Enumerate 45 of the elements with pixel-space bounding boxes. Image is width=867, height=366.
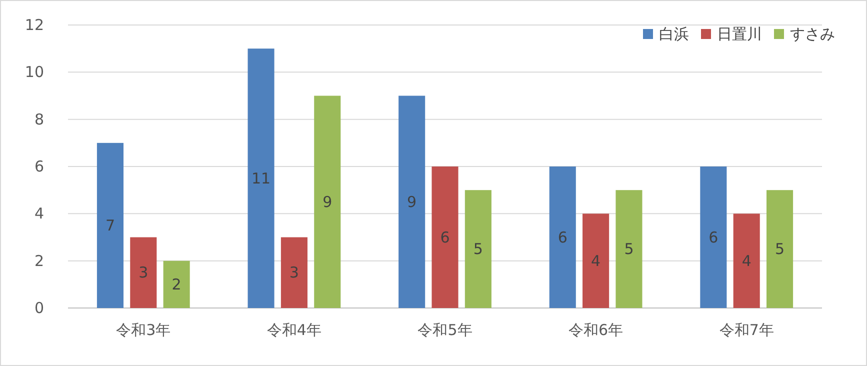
y-tick-label: 10 <box>24 63 44 82</box>
y-tick-label: 2 <box>34 252 44 270</box>
data-label: 4 <box>742 252 752 270</box>
y-tick-label: 6 <box>34 158 44 176</box>
data-label: 9 <box>322 192 332 211</box>
bar <box>280 237 308 308</box>
bar <box>700 166 727 308</box>
data-label: 6 <box>558 228 568 246</box>
bar <box>616 190 642 308</box>
legend-label: すさみ <box>790 25 835 43</box>
data-label: 4 <box>591 252 601 270</box>
y-tick-label: 0 <box>34 299 44 317</box>
x-tick-label: 令和4年 <box>266 321 322 339</box>
bar <box>464 190 492 308</box>
y-tick-label: 12 <box>24 16 44 34</box>
bar <box>766 190 794 308</box>
x-tick-label: 令和3年 <box>116 321 171 339</box>
bar <box>582 214 610 308</box>
legend-label: 白浜 <box>659 25 689 43</box>
bar <box>314 96 341 308</box>
bar <box>733 214 760 308</box>
legend-label: 日置川 <box>717 25 762 43</box>
data-label: 2 <box>172 275 182 294</box>
bar <box>432 166 458 308</box>
data-label: 3 <box>289 264 299 282</box>
bar <box>130 237 157 308</box>
data-label: 9 <box>407 192 417 211</box>
data-label: 7 <box>105 216 115 234</box>
bar <box>248 48 274 308</box>
x-tick-label: 令和6年 <box>568 321 624 339</box>
bar <box>96 142 124 308</box>
data-label: 5 <box>775 240 785 258</box>
bar <box>398 96 426 308</box>
y-tick-label: 8 <box>34 110 44 128</box>
data-label: 5 <box>473 240 483 258</box>
data-label: 3 <box>138 264 148 282</box>
data-label: 6 <box>708 228 718 246</box>
x-tick-label: 令和5年 <box>418 321 472 339</box>
data-label: 5 <box>624 240 634 258</box>
bar <box>549 166 576 308</box>
bar <box>163 260 190 308</box>
data-label: 11 <box>251 169 271 188</box>
x-tick-label: 令和7年 <box>719 321 774 339</box>
data-label: 6 <box>440 228 450 246</box>
y-tick-label: 4 <box>34 204 44 223</box>
